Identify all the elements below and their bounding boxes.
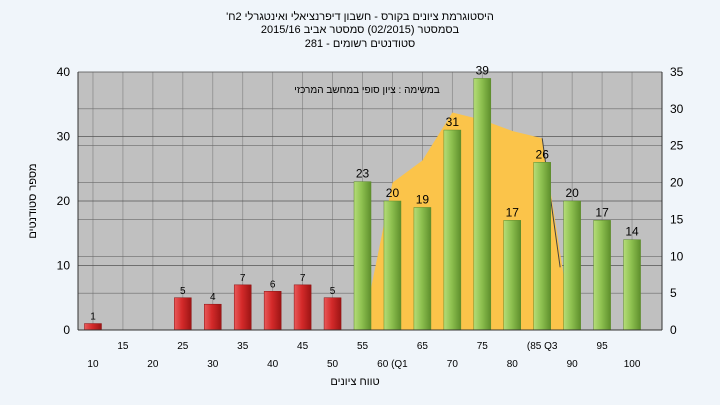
x-tick-label-lower: 100 (624, 359, 641, 370)
y2-tick-label: 15 (670, 212, 684, 226)
bar-value-label-80: 17 (506, 205, 520, 219)
y2-tick-label: 0 (670, 323, 677, 337)
bar-value-label-35: 7 (240, 273, 246, 284)
bar-value-label-90: 20 (565, 186, 579, 200)
bar-30 (204, 303, 222, 331)
y2-tick-label: 30 (670, 102, 684, 116)
bar-60 (383, 200, 402, 331)
bar-value-label-65: 19 (416, 192, 430, 206)
x-tick-label-lower: 10 (87, 359, 99, 370)
x-tick-label-upper: 55 (357, 341, 369, 352)
bar-10 (84, 323, 102, 331)
bar-value-label-75: 39 (476, 63, 490, 77)
bar-value-label-40: 6 (270, 279, 276, 290)
bar-value-label-25: 5 (180, 286, 186, 297)
bar-value-label-30: 4 (210, 292, 216, 303)
x-tick-label-upper: 25 (177, 341, 189, 352)
bar-value-label-60: 20 (386, 186, 400, 200)
bar-40 (263, 291, 282, 331)
x-tick-label-upper: 35 (237, 341, 249, 352)
y-tick-label: 30 (57, 130, 71, 144)
y2-tick-label: 25 (670, 139, 684, 153)
plot-annotation: במשימה : ציון סופי במחשב המרכזי (294, 85, 439, 96)
bar-value-label-95: 17 (595, 205, 609, 219)
bar-value-label-55: 23 (356, 167, 370, 181)
x-tick-label-lower: 90 (567, 359, 579, 370)
x-tick-label-lower: 40 (267, 359, 279, 370)
x-tick-label-upper: 75 (477, 341, 489, 352)
bar-100 (623, 239, 641, 331)
y2-tick-label: 35 (670, 65, 684, 79)
bar-50 (323, 297, 342, 331)
bar-value-label-70: 31 (446, 115, 460, 129)
x-tick-label-upper: 45 (297, 341, 309, 352)
x-tick-label-upper: 65 (417, 341, 429, 352)
y-tick-label: 10 (57, 259, 71, 273)
x-tick-label-lower: 30 (207, 359, 219, 370)
chart-title-line-1: 'היסטוגרמת ציונים בקורס - חשבון דיפרנציא… (226, 11, 494, 23)
y-tick-label: 0 (63, 323, 70, 337)
x-tick-label-lower: 50 (327, 359, 339, 370)
bar-90 (563, 200, 581, 331)
bar-value-label-10: 1 (90, 312, 96, 323)
bar-45 (293, 284, 312, 331)
bar-value-label-45: 7 (300, 273, 306, 284)
bar-70 (443, 129, 462, 331)
x-tick-label-upper: (85 Q3 (527, 341, 558, 352)
bar-80 (503, 220, 522, 331)
x-tick-label-lower: 70 (447, 359, 459, 370)
y-axis-title: מספר סטודנטים (27, 163, 39, 238)
chart-title-line-2: בסמסטר (02/2015) סמסטר אביב 2015/16 (260, 24, 460, 36)
y-tick-label: 20 (57, 194, 71, 208)
x-tick-label-lower: 20 (147, 359, 159, 370)
distribution-edge-line (541, 138, 561, 268)
y2-tick-label: 20 (670, 176, 684, 190)
y-tick-label: 40 (57, 65, 71, 79)
x-tick-label-lower: 80 (507, 359, 519, 370)
x-tick-label-lower: 60 (Q1 (377, 359, 408, 370)
bar-65 (413, 207, 432, 331)
x-tick-label-upper: 15 (117, 341, 129, 352)
bar-value-label-85: 26 (536, 147, 550, 161)
y2-tick-label: 5 (670, 286, 677, 300)
bar-value-label-100: 14 (625, 225, 639, 239)
bar-35 (233, 284, 252, 331)
bar-55 (353, 181, 372, 331)
bar-value-label-50: 5 (330, 286, 336, 297)
bar-75 (473, 78, 492, 331)
bar-95 (593, 220, 611, 331)
bar-25 (174, 297, 192, 331)
x-axis-title: טווח ציונים (330, 376, 379, 388)
y2-tick-label: 10 (670, 249, 684, 263)
x-tick-label-upper: 95 (597, 341, 609, 352)
chart-title-line-3: סטודנטים רשומים - 281 (304, 38, 416, 50)
bar-85 (533, 162, 551, 331)
